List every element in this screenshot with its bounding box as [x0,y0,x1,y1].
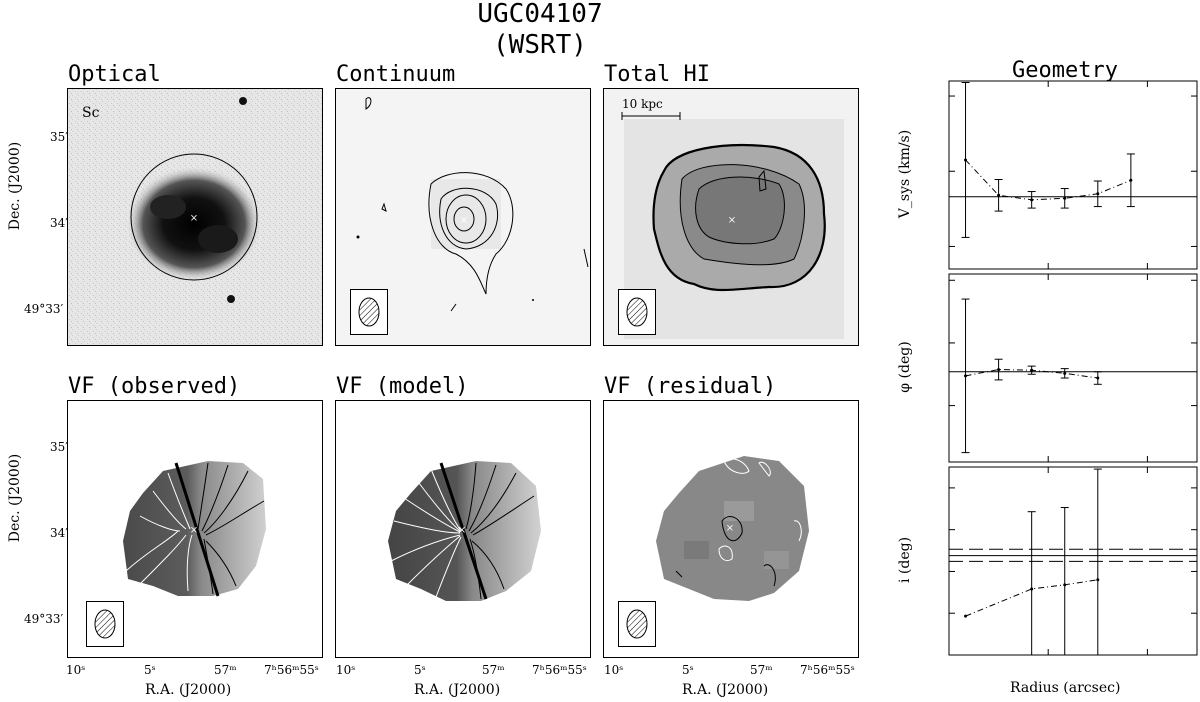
continuum-panel: × [335,88,591,346]
panel-title-optical: Optical [68,62,161,87]
data-point [1096,578,1100,582]
svg-text:×: × [190,525,198,536]
beam-box [86,601,124,647]
dec-tick-33-b: 49°33′ [24,612,64,626]
svg-text:×: × [728,215,736,226]
data-point [1063,371,1067,375]
figure-title: UGC04107 [477,0,603,29]
scale-bar-label: 10 kpc [622,97,663,111]
vf-residual-panel: × [603,400,859,658]
dec-axis-label-bottom: Dec. (J2000) [7,453,23,543]
data-point [997,368,1001,372]
beam-box [618,601,656,647]
ra-tick: 10ˢ [604,663,624,677]
ra-tick: 5ˢ [144,663,156,677]
data-point [1030,587,1034,591]
beam-box [350,289,388,335]
ra-tick: 10ˢ [66,663,86,677]
panel-title-continuum: Continuum [336,62,456,87]
panel-title-vf-observed: VF (observed) [68,374,241,399]
vf-observed-panel: × [67,400,323,658]
ra-tick: 10ˢ [336,663,356,677]
morph-type-label: Sc [82,105,100,121]
geometry-ylabel-pa: φ (deg) [897,341,913,393]
dec-tick-35-b: 35′ [50,440,68,454]
beam-ellipse-icon [626,609,648,639]
dec-tick-34: 34′ [50,216,68,230]
svg-text:×: × [460,215,468,226]
plot-frame [948,80,1198,270]
svg-text:×: × [190,213,198,224]
data-point [1096,376,1100,380]
beam-ellipse-icon [358,297,380,327]
figure-subtitle: (WSRT) [493,30,587,60]
vf-observed-map: × [123,461,266,597]
beam-box [618,289,656,335]
plot-frame [948,273,1198,463]
incl-plot: 01020304003060 [928,466,1198,673]
beam-ellipse-icon [94,609,116,639]
dec-tick-34-b: 34′ [50,526,68,540]
data-point [1030,368,1034,372]
data-point [964,158,968,162]
data-point [997,193,1001,197]
geometry-plot-pa: 280300320 [920,273,1198,463]
optical-image: × [68,89,322,345]
ra-tick: 7ʰ56ᵐ55ˢ [532,663,587,677]
panel-title-total-hi: Total HI [604,62,710,87]
series-line [965,579,1098,617]
vf-model-map: × [388,461,541,601]
data-point [1063,583,1067,587]
geometry-plot-incl: 01020304003060 [928,466,1198,673]
data-point [964,614,968,618]
panel-title-geometry: Geometry [1012,58,1118,83]
dec-axis-label-top: Dec. (J2000) [7,141,23,231]
vf-model-panel: × [335,400,591,658]
total-hi-panel: × 10 kpc [603,88,859,346]
data-point [964,374,968,378]
ra-axis-label: R.A. (J2000) [145,682,232,698]
ra-tick: 57ᵐ [214,663,237,677]
ra-tick: 57ᵐ [750,663,773,677]
ra-tick: 5ˢ [414,663,426,677]
svg-text:×: × [458,525,466,536]
ra-tick: 5ˢ [682,663,694,677]
dec-tick-33: 49°33′ [24,302,64,316]
svg-text:×: × [726,523,734,534]
vf-residual-map: × [656,456,809,601]
series-line [965,159,1132,201]
geometry-xlabel: Radius (arcsec) [1010,680,1121,696]
pa-plot: 280300320 [920,273,1198,463]
ra-tick: 57ᵐ [482,663,505,677]
panel-title-vf-residual: VF (residual) [604,374,777,399]
ra-axis-label: R.A. (J2000) [414,682,501,698]
data-point [1030,198,1034,202]
beam-ellipse-icon [626,297,648,327]
optical-panel: × Sc [67,88,323,346]
data-point [1096,192,1100,196]
data-point [1129,178,1133,182]
data-point [1063,196,1067,200]
geometry-ylabel-vsys: V_sys (km/s) [897,129,913,219]
ra-tick: 7ʰ56ᵐ55ˢ [264,663,319,677]
geometry-plot-vsys: 350035103520 [912,80,1198,270]
panel-title-vf-model: VF (model) [336,374,469,399]
ra-tick: 7ʰ56ᵐ55ˢ [800,663,855,677]
vsys-plot: 350035103520 [912,80,1198,270]
ra-axis-label: R.A. (J2000) [682,682,769,698]
geometry-ylabel-incl: i (deg) [897,536,913,584]
dec-tick-35: 35′ [50,130,68,144]
continuum-contours: × [336,89,590,345]
